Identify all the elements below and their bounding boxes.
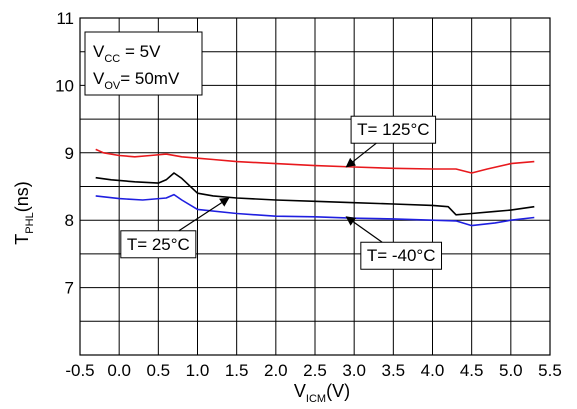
x-tick-labels: -0.5 0.0 0.5 1.0 1.5 2.0 2.5 3.0 3.5 4.0 4.5 5.0 5.5 bbox=[65, 361, 561, 380]
x-tick-label: 2.0 bbox=[264, 361, 288, 380]
plot-border bbox=[79, 17, 551, 356]
series-annotations: T= 125°C T= 25°C T= -40°C bbox=[120, 115, 443, 270]
annotation-arrow-0 bbox=[345, 142, 377, 168]
x-tick-label: 4.0 bbox=[421, 361, 445, 380]
x-tick-label: -0.5 bbox=[65, 361, 94, 380]
y-tick-label: 10 bbox=[55, 76, 74, 95]
y-tick-label: 9 bbox=[65, 144, 74, 163]
annotation-arrow-1 bbox=[178, 197, 230, 232]
annotation-box-0 bbox=[350, 115, 437, 144]
x-tick-label: 0.5 bbox=[147, 361, 171, 380]
condition-vcc: VCC = 5V bbox=[93, 42, 161, 65]
series-line-2 bbox=[95, 193, 535, 227]
annotation-label-1: T= 25°C bbox=[127, 235, 190, 254]
x-tick-label: 1.5 bbox=[225, 361, 249, 380]
series-lines bbox=[95, 148, 535, 227]
x-tick-label: 3.0 bbox=[342, 361, 366, 380]
x-tick-label: 0.0 bbox=[107, 361, 131, 380]
x-tick-label: 5.0 bbox=[499, 361, 523, 380]
x-tick-label: 1.0 bbox=[186, 361, 210, 380]
annotation-label-2: T= -40°C bbox=[367, 246, 436, 265]
x-tick-label: 5.5 bbox=[538, 361, 562, 380]
conditions-box: VCC = 5V VOV= 50mV bbox=[84, 31, 203, 96]
x-axis-label: VICM(V) bbox=[294, 381, 350, 405]
annotation-arrow-2 bbox=[345, 216, 383, 243]
y-axis-label: TPHL(ns) bbox=[12, 181, 36, 244]
x-tick-label: 4.5 bbox=[460, 361, 484, 380]
conditions-box-border bbox=[84, 31, 203, 96]
annotation-label-0: T= 125°C bbox=[357, 120, 429, 139]
x-tick-label: 2.5 bbox=[303, 361, 327, 380]
series-line-1 bbox=[95, 172, 535, 216]
annotation-box-1 bbox=[120, 230, 197, 259]
y-tick-labels: 7 8 9 10 11 bbox=[55, 9, 74, 298]
y-tick-label: 8 bbox=[65, 211, 74, 230]
series-line-0 bbox=[95, 148, 535, 174]
x-tick-label: 3.5 bbox=[382, 361, 406, 380]
y-tick-label: 11 bbox=[56, 9, 74, 28]
condition-vov: VOV= 50mV bbox=[93, 69, 180, 92]
annotation-box-2 bbox=[360, 241, 443, 270]
y-tick-label: 7 bbox=[65, 279, 74, 298]
